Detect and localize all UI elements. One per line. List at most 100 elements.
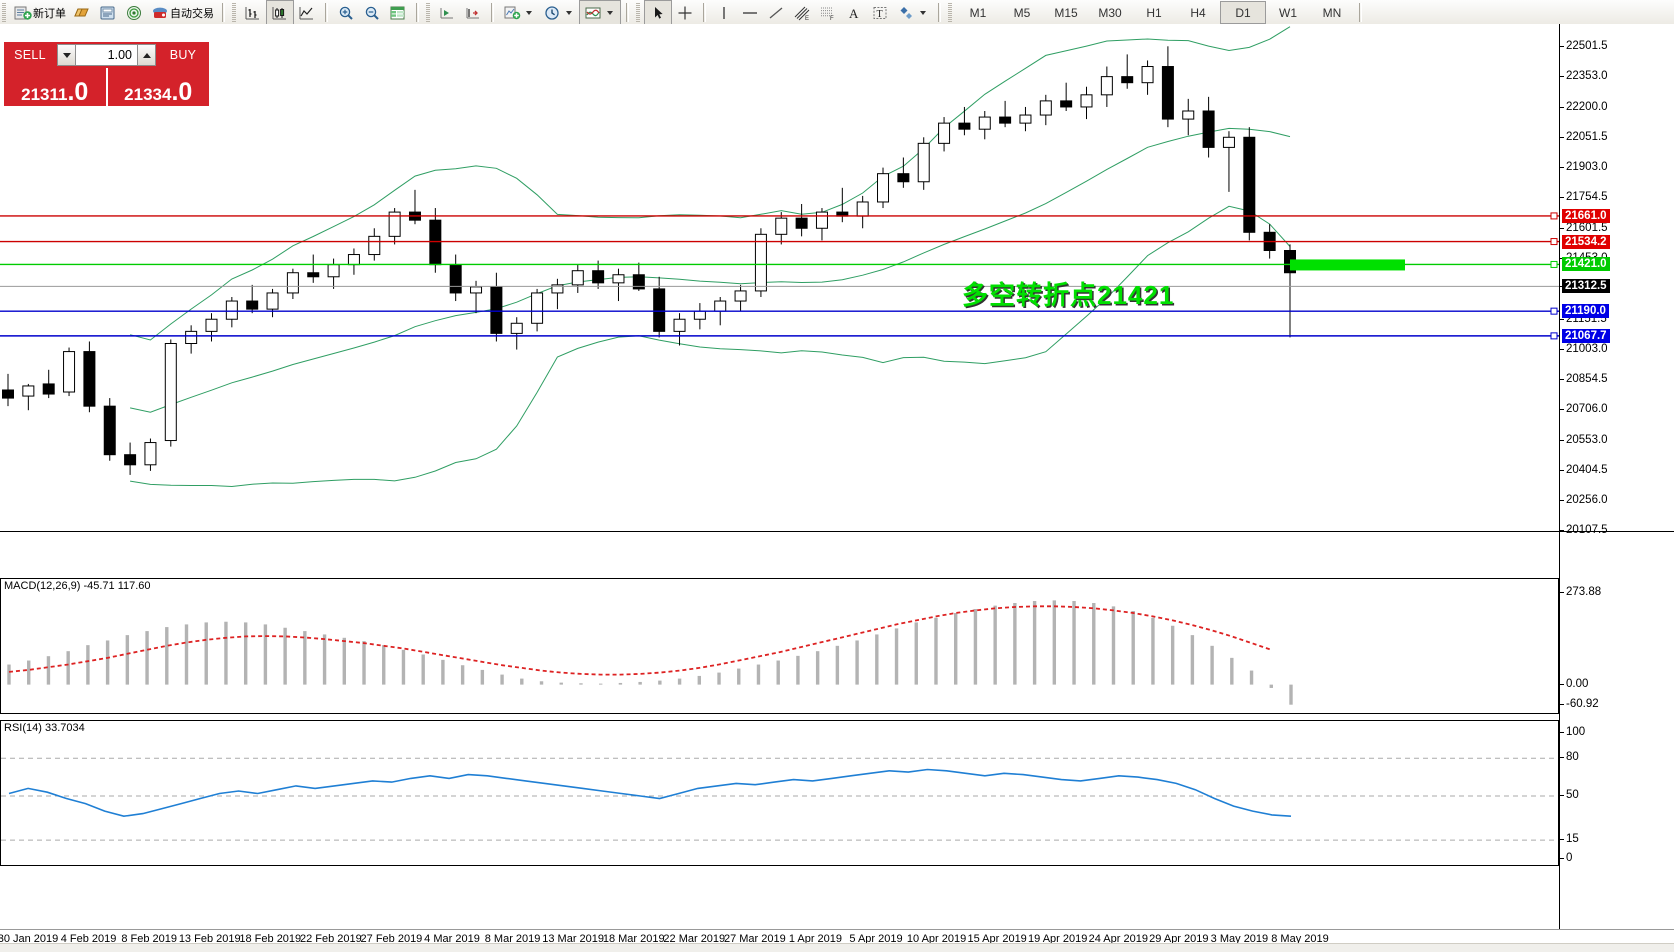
candlestick <box>388 208 401 245</box>
price-level-label-21067.7[interactable]: 21067.7 <box>1562 328 1610 343</box>
time-tick: 22 Mar 2019 <box>663 933 726 945</box>
price-level-label-21421.0[interactable]: 21421.0 <box>1562 257 1610 272</box>
buy-price-box[interactable]: 21334 .0 <box>107 68 209 106</box>
text-button[interactable]: A <box>841 1 867 24</box>
shapes-dropdown-caret[interactable] <box>920 10 926 15</box>
candlestick <box>286 268 299 300</box>
zoom-out-button[interactable] <box>359 1 385 24</box>
sell-button[interactable]: SELL <box>4 42 56 68</box>
indicators-dropdown-caret[interactable] <box>526 10 532 15</box>
chart-tools-grip[interactable] <box>232 3 236 22</box>
rsi-panel[interactable] <box>0 720 1559 866</box>
price-scale-axis[interactable]: 22501.5 22353.0 22200.0 22051.5 21903.0 21754… <box>1559 24 1674 929</box>
autotrade-button[interactable]: 自动交易 <box>147 1 217 24</box>
toolbar-grip[interactable] <box>2 3 6 22</box>
level-line-handle[interactable] <box>1550 238 1558 246</box>
buy-button[interactable]: BUY <box>157 42 209 68</box>
price-level-label-21534.2[interactable]: 21534.2 <box>1562 234 1610 249</box>
price-tick: 21003.0 <box>1560 342 1608 355</box>
level-line-handle[interactable] <box>1550 260 1558 268</box>
shapes-button[interactable] <box>893 1 933 24</box>
zoom-in-button[interactable] <box>333 1 359 24</box>
crosshair-button[interactable] <box>672 1 698 24</box>
sell-price-box[interactable]: 21311 .0 <box>4 68 106 106</box>
rsi-tick: 100 <box>1559 726 1586 738</box>
new-order-button[interactable]: 新订单 <box>10 1 69 24</box>
shift-end-button[interactable] <box>460 1 486 24</box>
timeframe-m15[interactable]: M15 <box>1054 5 1078 20</box>
folder-button[interactable] <box>69 1 95 24</box>
volume-stepper[interactable]: 1.00 <box>56 42 157 68</box>
chart-annotation-text[interactable]: 多空转折点21421 <box>962 280 1175 310</box>
cursor-button[interactable] <box>644 0 672 25</box>
shift-start-button[interactable] <box>434 1 460 24</box>
indicators-button[interactable] <box>499 1 539 24</box>
support-zone-marker[interactable] <box>1290 259 1405 271</box>
main-toolbar: 新订单 <box>0 0 1674 26</box>
timeframe-d1[interactable]: D1 <box>1220 1 1266 24</box>
timeframe-h1[interactable]: H1 <box>1146 5 1162 20</box>
level-line-handle[interactable] <box>1550 332 1558 340</box>
candlestick-chart-button[interactable] <box>266 0 294 25</box>
trendline-button[interactable] <box>763 1 789 24</box>
line-chart-button[interactable] <box>294 1 320 24</box>
level-line-handle[interactable] <box>1550 307 1558 315</box>
period-button[interactable] <box>539 1 579 24</box>
timeframe-m30[interactable]: M30 <box>1098 5 1122 20</box>
signal-button[interactable] <box>121 1 147 24</box>
rsi-tick: 15 <box>1560 833 1579 846</box>
timeframe-m5[interactable]: M5 <box>1013 5 1031 20</box>
bar-chart-button[interactable] <box>240 1 266 24</box>
one-click-trading-panel[interactable]: SELL 1.00 BUY 21311 .0 21334 .0 <box>4 42 209 106</box>
candlestick <box>1202 96 1215 158</box>
price-tick: 20404.5 <box>1560 463 1608 476</box>
volume-decrease-button[interactable] <box>57 44 76 66</box>
timeframe-mn[interactable]: MN <box>1322 5 1342 20</box>
volume-input[interactable]: 1.00 <box>76 44 137 66</box>
volume-increase-button[interactable] <box>137 44 156 66</box>
svg-text:A: A <box>849 6 859 21</box>
templates-button[interactable] <box>579 0 621 25</box>
equidistant-channel-button[interactable]: E <box>789 1 815 24</box>
shapes-icon <box>896 4 916 22</box>
fibonacci-button[interactable]: F <box>815 1 841 24</box>
rsi-plot <box>1 721 1558 865</box>
candlestick <box>124 442 137 475</box>
price-level-label-21661.0[interactable]: 21661.0 <box>1562 208 1610 223</box>
candlestick <box>2 373 14 407</box>
toolbar-separator-8 <box>1359 3 1362 22</box>
level-line-handle[interactable] <box>1550 212 1558 220</box>
candlestick <box>225 296 238 328</box>
candlestick <box>612 268 625 302</box>
vertical-line-button[interactable] <box>711 1 737 24</box>
price-chart-panel[interactable] <box>0 24 1674 532</box>
price-level-label-21312.5[interactable]: 21312.5 <box>1562 279 1610 294</box>
candlestick <box>1284 244 1296 338</box>
shift-tools-grip[interactable] <box>426 3 430 22</box>
price-level-label-21190.0[interactable]: 21190.0 <box>1562 304 1609 319</box>
timeframe-grip[interactable] <box>948 3 952 22</box>
candlestick <box>205 313 218 342</box>
candlestick <box>42 369 55 399</box>
candlestick <box>958 106 971 136</box>
period-dropdown-caret[interactable] <box>566 10 572 15</box>
templates-dropdown-caret[interactable] <box>607 10 613 15</box>
timeframe-h4[interactable]: H4 <box>1190 5 1206 20</box>
price-tick: 20256.0 <box>1560 493 1608 506</box>
candlestick <box>368 228 381 261</box>
clock-icon <box>542 4 562 22</box>
fibonacci-icon: F <box>818 4 838 22</box>
macd-panel[interactable] <box>0 578 1559 714</box>
data-window-button[interactable] <box>385 1 411 24</box>
news-button[interactable] <box>95 1 121 24</box>
chevron-down-icon <box>62 52 71 58</box>
candlestick <box>103 398 116 461</box>
horizontal-line-button[interactable] <box>737 1 763 24</box>
buy-price-integer: 21334 <box>124 85 172 104</box>
draw-tools-grip[interactable] <box>636 3 640 22</box>
timeframe-m1[interactable]: M1 <box>969 5 987 20</box>
text-label-button[interactable]: T <box>867 1 893 24</box>
macd-tick: 0.00 <box>1559 677 1589 690</box>
timeframe-w1[interactable]: W1 <box>1279 5 1297 20</box>
